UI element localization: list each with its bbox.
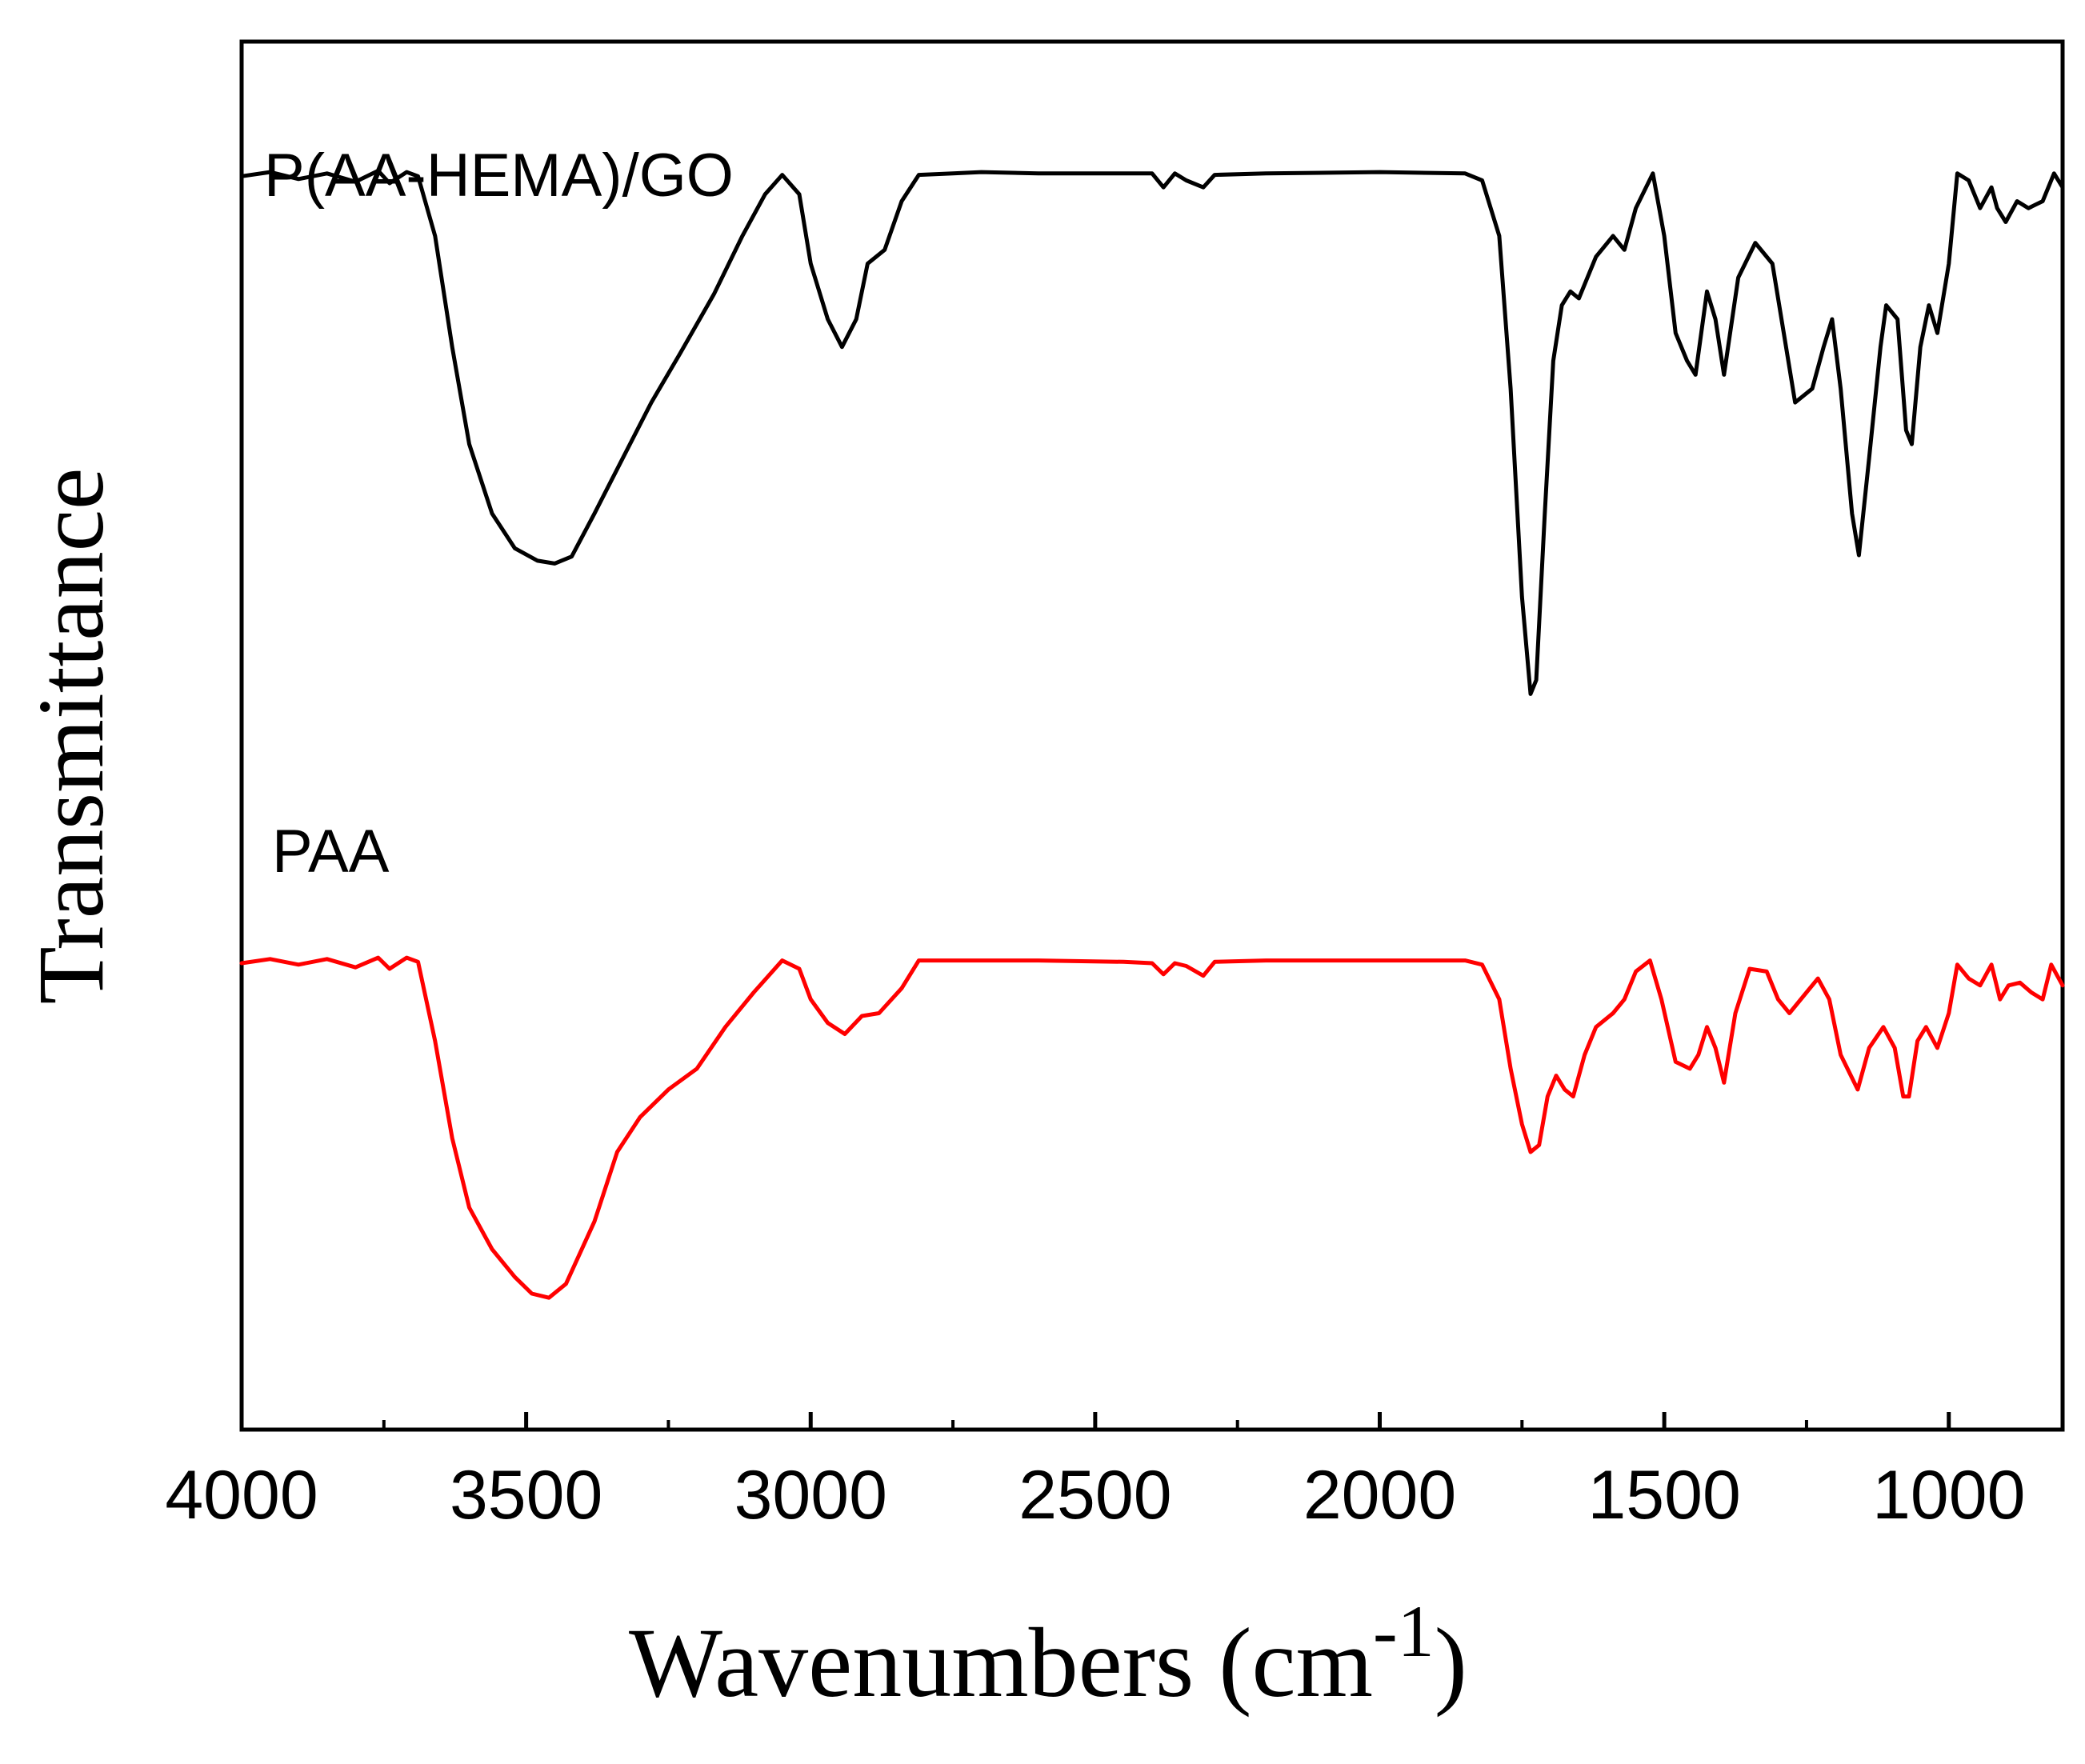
plot-frame: [239, 39, 2065, 1432]
x-axis-title-main: Wavenumbers (cm: [629, 1608, 1373, 1718]
x-tick-label-2000: 2000: [1303, 1457, 1456, 1534]
x-tick-label-4000: 4000: [165, 1457, 318, 1534]
series-lines: [239, 168, 2065, 1300]
x-axis-title-close: ): [1435, 1608, 1467, 1718]
x-tick-label-2500: 2500: [1018, 1457, 1171, 1534]
y-axis-title: Transmittance: [18, 468, 123, 1005]
x-tick-label-1000: 1000: [1872, 1457, 2025, 1534]
x-axis-title-superscript: -1: [1373, 1590, 1435, 1672]
plot-area-border: [239, 39, 2065, 1432]
x-tick-label-1500: 1500: [1587, 1457, 1740, 1534]
x-tick-label-3500: 3500: [450, 1457, 602, 1534]
series-label-black: P(AA-HEMA)/GO: [264, 142, 734, 210]
series-label-red: PAA: [272, 818, 390, 886]
x-axis-ticks: [239, 1412, 1951, 1430]
series-line-p-aa-hema-go: [239, 168, 2065, 696]
x-tick-label-3000: 3000: [734, 1457, 887, 1534]
x-axis-tick-labels: 4000 3500 3000 2500 2000 1500 1000: [165, 1457, 2025, 1534]
x-axis-title: Wavenumbers (cm-1): [629, 1590, 1467, 1718]
series-line-paa: [239, 955, 2065, 1300]
